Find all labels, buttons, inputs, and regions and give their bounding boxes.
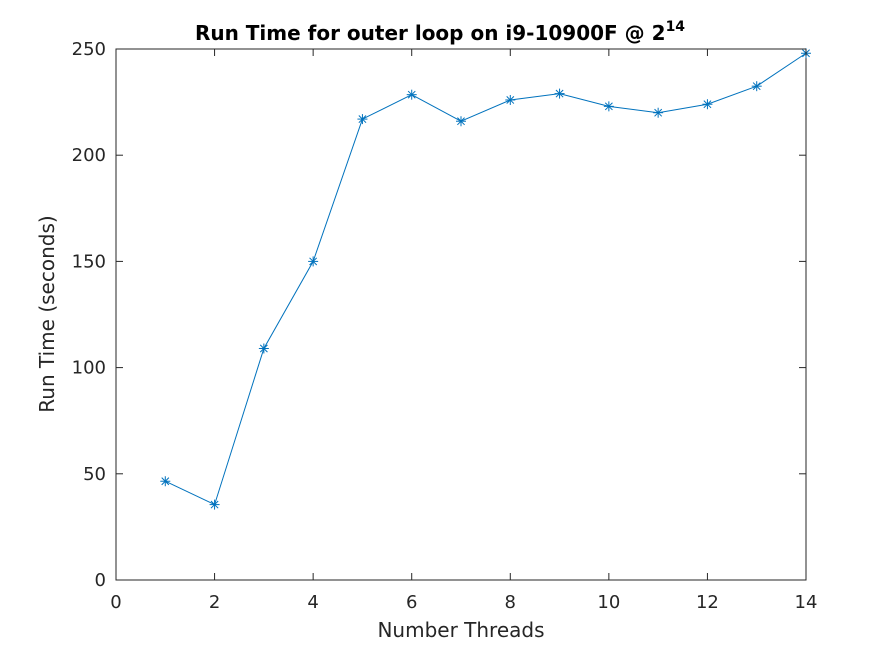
marker-stroke — [358, 115, 367, 124]
data-point-marker — [308, 256, 319, 267]
data-point-marker — [258, 343, 269, 354]
plot-area — [115, 48, 807, 581]
y-axis-label: Run Time (seconds) — [35, 215, 59, 412]
marker-stroke — [604, 102, 613, 111]
data-layer — [160, 48, 811, 510]
marker-stroke — [752, 82, 761, 91]
y-tick-label: 0 — [95, 570, 106, 591]
x-tick-label: 0 — [110, 592, 121, 613]
x-tick-label: 14 — [795, 592, 818, 613]
data-point-marker — [603, 101, 614, 112]
y-tick-label: 50 — [83, 464, 106, 485]
x-tick-label: 8 — [505, 592, 516, 613]
y-axis-ticks: 0 50 100 150 200 250 — [72, 39, 806, 591]
series-line — [165, 52, 807, 506]
chart-title-exponent: 14 — [666, 19, 686, 35]
marker-stroke — [457, 117, 465, 126]
marker-stroke — [654, 108, 663, 117]
data-point-marker — [505, 94, 516, 105]
y-tick-label: 100 — [72, 358, 106, 379]
chart-title-main: Run Time for outer loop on i9-10900F @ 2 — [195, 21, 666, 45]
data-point-marker — [702, 99, 713, 110]
data-point-marker — [456, 116, 466, 127]
marker-stroke — [555, 89, 564, 98]
chart-title: Run Time for outer loop on i9-10900F @ 2… — [195, 19, 685, 45]
y-tick-label: 250 — [72, 39, 106, 60]
x-tick-label: 2 — [209, 592, 220, 613]
data-point-marker — [209, 499, 220, 510]
data-point-marker — [357, 114, 368, 125]
marker-stroke — [407, 90, 416, 99]
marker-stroke — [210, 500, 219, 509]
x-axis-label: Number Threads — [377, 618, 544, 642]
y-tick-label: 150 — [72, 251, 106, 272]
x-tick-label: 4 — [307, 592, 318, 613]
marker-stroke — [161, 477, 170, 486]
marker-stroke — [703, 100, 712, 109]
data-point-marker — [406, 89, 417, 100]
marker-stroke — [309, 257, 318, 266]
data-point-marker — [751, 81, 762, 92]
axes-box — [115, 48, 807, 581]
x-tick-label: 6 — [406, 592, 417, 613]
x-tick-label: 12 — [696, 592, 719, 613]
marker-stroke — [506, 96, 515, 104]
marker-stroke — [259, 344, 268, 353]
y-tick-label: 200 — [72, 145, 106, 166]
data-point-marker — [653, 107, 664, 118]
x-tick-label: 10 — [597, 592, 620, 613]
data-point-marker — [554, 88, 565, 99]
data-point-marker — [160, 476, 171, 487]
x-axis-ticks: 0 2 4 6 8 10 12 14 — [110, 49, 817, 613]
